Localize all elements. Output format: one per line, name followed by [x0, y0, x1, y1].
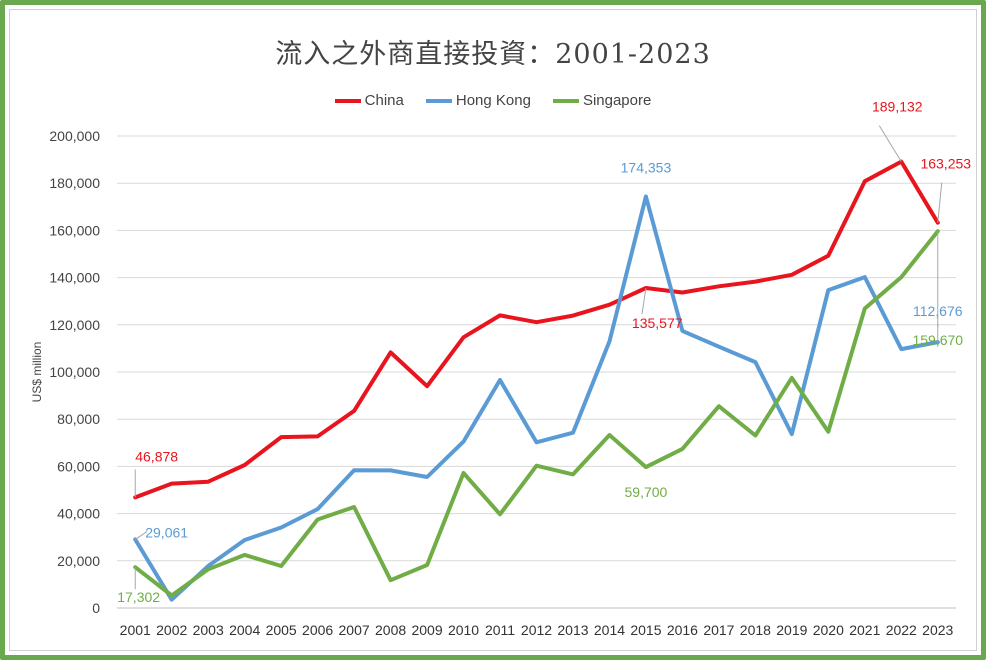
legend: China Hong Kong Singapore [0, 92, 986, 109]
x-tick-label: 2007 [339, 622, 370, 638]
x-tick-label: 2012 [521, 622, 552, 638]
y-tick-label: 180,000 [49, 175, 100, 191]
x-tick-label: 2011 [485, 622, 515, 638]
x-tick-label: 2008 [375, 622, 406, 638]
y-tick-label: 80,000 [57, 411, 100, 427]
x-tick-label: 2022 [886, 622, 917, 638]
y-tick-label: 100,000 [49, 364, 100, 380]
series-line-singapore [133, 229, 940, 598]
y-tick-label: 120,000 [49, 317, 100, 333]
y-tick-label: 60,000 [57, 458, 100, 474]
chart-title: 流入之外商直接投資：2001-2023 [275, 39, 711, 70]
chart-area-border [9, 9, 977, 651]
x-tick-label: 2006 [302, 622, 333, 638]
data-label-leader [878, 125, 902, 162]
x-tick-label: 2009 [411, 622, 442, 638]
legend-swatch-china [334, 98, 361, 103]
x-tick-label: 2023 [922, 622, 953, 638]
legend-item-singapore: Singapore [552, 92, 652, 109]
legend-swatch-singapore [552, 98, 579, 103]
series-line-china [133, 159, 940, 500]
y-tick-label: 140,000 [49, 270, 100, 286]
x-tick-label: 2014 [594, 622, 625, 638]
data-label: 135,577 [632, 315, 683, 331]
x-tick-label: 2020 [813, 622, 844, 638]
legend-item-china: China [334, 92, 404, 109]
x-tick-label: 2021 [849, 622, 880, 638]
data-label: 189,132 [872, 99, 923, 115]
x-tick-label: 2019 [776, 622, 807, 638]
data-label: 17,302 [117, 589, 160, 605]
x-tick-label: 2002 [156, 622, 187, 638]
y-axis-label: US$ million [30, 342, 44, 403]
data-label: 163,253 [920, 156, 971, 172]
y-tick-label: 200,000 [49, 128, 100, 144]
data-label: 46,878 [135, 448, 178, 464]
x-tick-label: 2013 [557, 622, 588, 638]
legend-label-hong-kong: Hong Kong [455, 92, 531, 109]
legend-item-hong-kong: Hong Kong [425, 92, 531, 109]
x-tick-label: 2018 [740, 622, 771, 638]
y-tick-label: 160,000 [49, 222, 100, 238]
y-tick-label: 20,000 [57, 553, 100, 569]
x-tick-label: 2016 [667, 622, 698, 638]
y-tick-label: 40,000 [57, 506, 100, 522]
x-tick-label: 2004 [229, 622, 260, 638]
data-label: 174,353 [621, 160, 672, 176]
x-tick-label: 2001 [120, 622, 151, 638]
x-tick-label: 2003 [193, 622, 224, 638]
data-label-leader [937, 182, 943, 223]
legend-swatch-hong-kong [425, 98, 452, 103]
x-tick-label: 2015 [630, 622, 661, 638]
x-tick-label: 2005 [266, 622, 297, 638]
data-label: 59,700 [625, 484, 668, 500]
series-line-hong-kong [133, 194, 940, 602]
x-tick-label: 2017 [703, 622, 734, 638]
data-label-leader [134, 530, 148, 540]
data-label-leader [641, 287, 647, 315]
x-tick-label: 2010 [448, 622, 479, 638]
data-label: 159,670 [912, 332, 963, 348]
legend-label-china: China [364, 92, 404, 109]
data-label: 29,061 [145, 524, 188, 540]
legend-label-singapore: Singapore [582, 92, 652, 109]
y-tick-label: 0 [92, 600, 100, 616]
